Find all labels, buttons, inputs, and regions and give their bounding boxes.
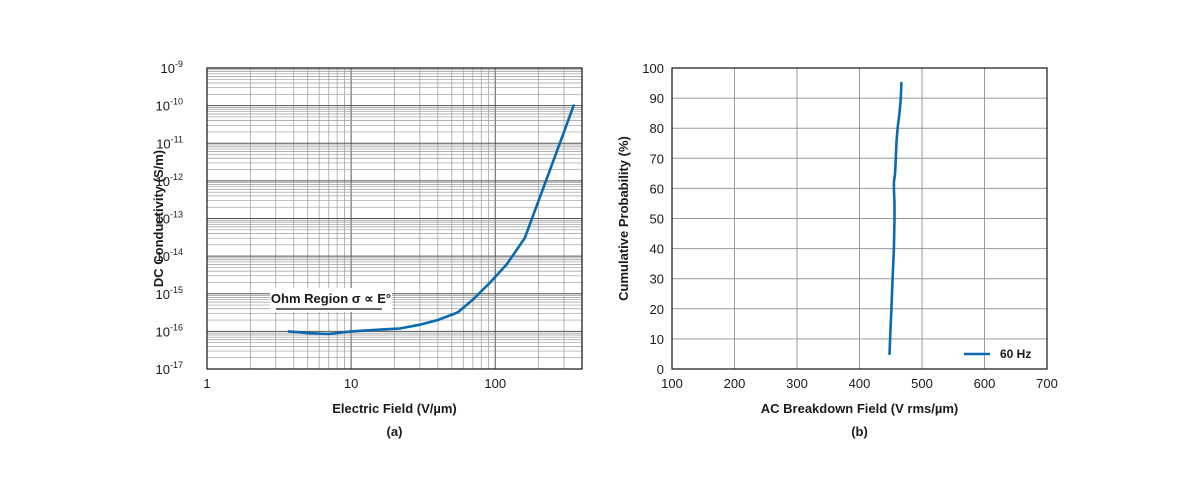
y-axis-label-a: DC Conductivity (S/m) (151, 150, 166, 287)
series-line-conductivity (287, 104, 575, 336)
x-tick-label: 200 (724, 376, 746, 391)
y-tick-exponent: -15 (170, 285, 183, 295)
y-tick-exponent: -16 (170, 322, 183, 332)
y-tick-label: 70 (650, 151, 664, 166)
y-tick-label: 60 (650, 181, 664, 196)
plot-frame-a (206, 67, 583, 370)
y-tick-label: 10-14 (156, 247, 183, 264)
y-tick-exponent: -14 (170, 247, 183, 257)
caption-b: (b) (851, 424, 868, 439)
y-tick-base: 10 (156, 99, 170, 114)
legend-label-60hz: 60 Hz (1000, 347, 1031, 361)
y-tick-label: 40 (650, 242, 664, 257)
x-axis-label-b: AC Breakdown Field (V rms/µm) (761, 401, 958, 416)
y-axis-label-b: Cumulative Probability (%) (616, 136, 631, 301)
x-tick-label: 600 (974, 376, 996, 391)
x-tick-label: 1 (203, 376, 210, 391)
annotation-box (270, 288, 392, 312)
y-tick-label: 10-10 (156, 97, 183, 114)
y-tick-label: 10-12 (156, 172, 183, 189)
y-tick-base: 10 (156, 324, 170, 339)
y-tick-base: 10 (156, 249, 170, 264)
y-tick-exponent: -10 (170, 97, 183, 107)
series-line-60hz (888, 81, 903, 356)
y-tick-base: 10 (156, 174, 170, 189)
y-tick-exponent: -13 (170, 210, 183, 220)
y-tick-label: 100 (642, 61, 664, 76)
y-tick-base: 10 (161, 61, 175, 76)
chart-a-conductivity: 1 10 10010-1710-1610-1510-1410-1310-1210-1… (151, 59, 583, 439)
y-tick-label: 10-16 (156, 322, 183, 339)
x-tick-label: 500 (911, 376, 933, 391)
y-tick-label: 10-9 (161, 59, 183, 76)
y-tick-exponent: -11 (171, 134, 183, 144)
x-tick-label: 100 (484, 376, 506, 391)
plot-frame-b (671, 67, 1048, 370)
y-tick-base: 10 (156, 287, 170, 302)
y-tick-label: 10-11 (156, 134, 183, 151)
x-tick-label: 700 (1036, 376, 1058, 391)
y-tick-exponent: -9 (175, 59, 183, 69)
x-tick-label: 300 (786, 376, 808, 391)
y-tick-label: 10 (650, 332, 664, 347)
y-tick-base: 10 (156, 212, 170, 227)
y-tick-label: 10-15 (156, 285, 183, 302)
y-tick-base: 10 (156, 362, 170, 377)
chart-b-breakdown: 100 200 300 400 500 600 700 0 10 20 30 40 50 60 70 80 90… (616, 61, 1058, 439)
y-tick-label: 30 (650, 272, 664, 287)
y-tick-label: 50 (650, 212, 664, 227)
y-tick-label: 10-13 (156, 210, 183, 227)
x-tick-label: 100 (661, 376, 683, 391)
y-tick-base: 10 (156, 136, 170, 151)
x-tick-label: 10 (344, 376, 358, 391)
x-tick-label: 400 (849, 376, 871, 391)
y-tick-label: 20 (650, 302, 664, 317)
y-tick-label: 10-17 (156, 360, 183, 377)
annotation-text: Ohm Region σ ∝ E° (271, 291, 391, 306)
y-tick-exponent: -17 (170, 360, 183, 370)
y-tick-label: 0 (657, 362, 664, 377)
caption-a: (a) (387, 424, 403, 439)
x-axis-label-a: Electric Field (V/µm) (332, 401, 457, 416)
y-tick-label: 90 (650, 91, 664, 106)
y-tick-exponent: -12 (170, 172, 183, 182)
y-tick-label: 80 (650, 121, 664, 136)
